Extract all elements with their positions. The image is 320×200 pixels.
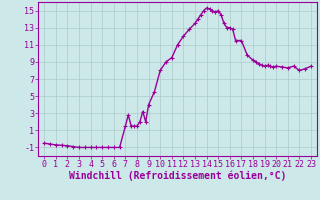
X-axis label: Windchill (Refroidissement éolien,°C): Windchill (Refroidissement éolien,°C): [69, 171, 286, 181]
